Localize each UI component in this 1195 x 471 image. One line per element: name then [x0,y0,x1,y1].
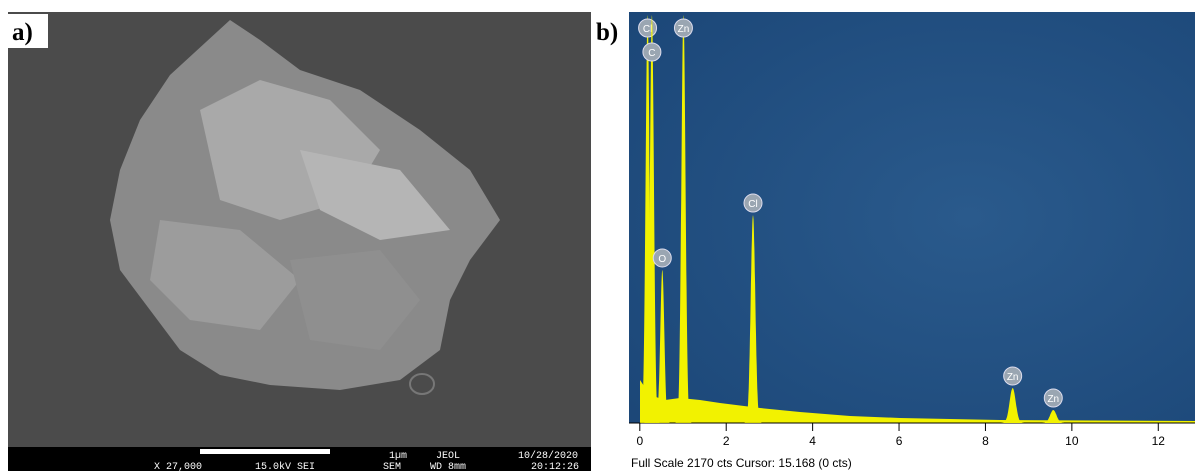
panel-label: b) [596,19,618,46]
working-distance: WD 8mm [430,462,466,471]
x-tick-label: 2 [723,434,730,448]
scale-label: 1µm [389,451,407,462]
spectrum-background [629,12,1195,423]
footer: Full Scale 2170 cts Cursor: 15.168 (0 ct… [631,456,852,470]
time: 20:12:26 [531,462,579,471]
panel-label: a) [12,19,33,46]
peak-label: Cl [643,24,652,35]
x-tick-label: 8 [982,434,989,448]
peak-label: Cl [748,199,757,210]
x-tick-label: 6 [896,434,903,448]
voltage: 15.0kV SEI [255,461,315,471]
peak-label: C [648,48,655,59]
x-tick-label: 0 [636,434,643,448]
mode: SEM [383,462,401,471]
x-tick-label: 4 [809,434,816,448]
scale-bar [200,449,330,454]
peak-label: Zn [1007,372,1019,383]
x-tick-label: 10 [1065,434,1079,448]
peak-label: Zn [678,24,690,35]
maker: JEOL [436,451,460,462]
x-tick-label: 12 [1152,434,1166,448]
date: 10/28/2020 [518,450,578,462]
magnification: X 27,000 [154,462,202,471]
peak-label: O [658,254,666,265]
figure: 1µm JEOL 10/28/2020 X 27,000 15.0kV SEI … [0,0,1195,471]
peak-label: Zn [1047,394,1059,405]
sem-image: 1µm JEOL 10/28/2020 X 27,000 15.0kV SEI … [8,12,591,471]
